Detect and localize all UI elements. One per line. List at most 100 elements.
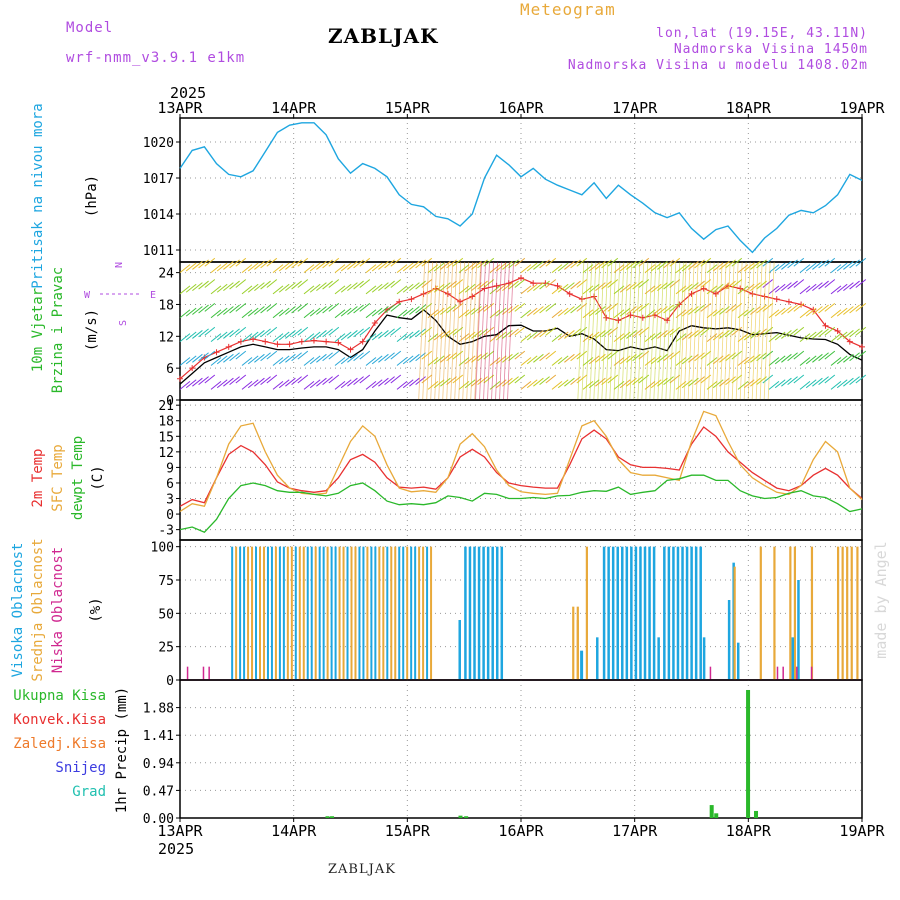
model-elevation-text: Nadmorska Visina u modelu 1408.02m xyxy=(567,58,868,73)
wind-streak xyxy=(442,261,450,401)
wind-barb xyxy=(371,283,383,293)
year-top: 2025 xyxy=(170,84,207,102)
wind-barb xyxy=(675,285,687,295)
gust-marker xyxy=(627,312,634,319)
wind-barb xyxy=(365,357,377,366)
wind-streak xyxy=(743,261,751,401)
wind-barb xyxy=(402,262,414,272)
sfc-axis-title: SFC Temp xyxy=(50,444,66,511)
wind-barb xyxy=(830,380,842,390)
cloud-bar xyxy=(243,546,246,680)
wind-barb xyxy=(378,377,389,387)
gust-marker xyxy=(846,338,853,345)
wind-barb xyxy=(179,309,191,319)
wind-barb xyxy=(768,309,780,319)
gust-marker xyxy=(286,341,293,348)
wind-barb xyxy=(285,261,296,270)
cloud-bar xyxy=(477,546,481,680)
precip-bar xyxy=(714,813,719,818)
wind-barb xyxy=(681,355,693,365)
wind-streak xyxy=(462,261,470,401)
wind-barb xyxy=(675,264,687,274)
cloud-bar xyxy=(338,546,341,680)
wind-barb xyxy=(700,302,712,312)
wind-barb xyxy=(291,328,302,338)
wind-barb xyxy=(334,309,346,319)
wind-barb xyxy=(793,302,805,312)
wind-barb xyxy=(452,279,464,288)
wind-barb xyxy=(533,330,544,339)
cloud-bar xyxy=(247,546,250,680)
wind-barb xyxy=(545,257,557,267)
wind-barb xyxy=(719,330,730,339)
wind-barb xyxy=(805,262,817,272)
cloud-bar xyxy=(791,637,795,680)
cloud-bar xyxy=(572,606,575,680)
wind-barb xyxy=(384,280,395,290)
wind-barb xyxy=(309,331,321,341)
wind-streak xyxy=(683,261,691,401)
wind-barb xyxy=(725,304,736,314)
wind-barb xyxy=(762,279,774,288)
wind-streak xyxy=(633,261,641,401)
gust-marker xyxy=(737,285,744,292)
wind-barb xyxy=(390,257,402,267)
wind-streak xyxy=(470,261,478,401)
cloud-bar xyxy=(255,546,258,680)
cloud-bar xyxy=(491,546,494,680)
ytick-label: 1.88 xyxy=(143,702,174,717)
wind-barb xyxy=(464,355,476,365)
wind-barb xyxy=(347,282,358,292)
wind-barb xyxy=(396,264,408,274)
wind-streak xyxy=(475,261,482,401)
wind-barb xyxy=(712,307,724,317)
precip-bar xyxy=(709,805,714,818)
wind-streak xyxy=(418,261,426,401)
cloud-bar xyxy=(322,546,325,680)
cloud-bar xyxy=(231,546,234,680)
wind-barb xyxy=(452,257,464,267)
wind-barb xyxy=(781,261,792,270)
wind-barb xyxy=(756,304,767,314)
wind-barb xyxy=(359,350,371,360)
wind-barb xyxy=(353,259,364,269)
wind-barb xyxy=(514,279,526,288)
cloud-axis-unit: (%) xyxy=(88,597,104,622)
wind-barb xyxy=(564,261,575,270)
wind-barb xyxy=(477,376,488,385)
wind-barb xyxy=(756,328,767,338)
cloud-bar xyxy=(350,546,353,680)
wind-streak xyxy=(593,261,601,401)
wind-streak xyxy=(438,261,446,401)
cloud-bar xyxy=(464,546,467,680)
wind-barb xyxy=(712,283,724,293)
wind-barb xyxy=(291,352,302,362)
wind-barb xyxy=(638,302,650,312)
wind-barb xyxy=(836,331,848,341)
wind-barb xyxy=(235,257,247,267)
wind-barb xyxy=(539,280,550,290)
wind-streak xyxy=(747,261,755,401)
wind-barb xyxy=(688,306,699,315)
wind-barb xyxy=(787,280,798,290)
wind-barb xyxy=(681,283,693,293)
wind-barb xyxy=(347,353,358,363)
wind-barb xyxy=(415,259,426,269)
credit-text: made by Angel xyxy=(872,541,890,658)
wind-barb xyxy=(706,264,718,274)
precip-bar xyxy=(464,816,469,818)
wind-barb xyxy=(681,379,693,389)
wind-barb xyxy=(787,304,798,314)
compass-n: N xyxy=(114,262,125,268)
wind-barb xyxy=(241,333,253,343)
cloud-bar xyxy=(251,546,254,680)
wind-barb xyxy=(229,328,240,338)
pressure-line xyxy=(179,122,863,254)
wind-barb xyxy=(750,377,761,387)
wind-barb xyxy=(192,330,203,339)
compass-e: E xyxy=(150,290,156,301)
cloud-bar xyxy=(773,546,776,680)
wind-barb xyxy=(396,357,408,366)
wind-barb xyxy=(192,377,203,387)
